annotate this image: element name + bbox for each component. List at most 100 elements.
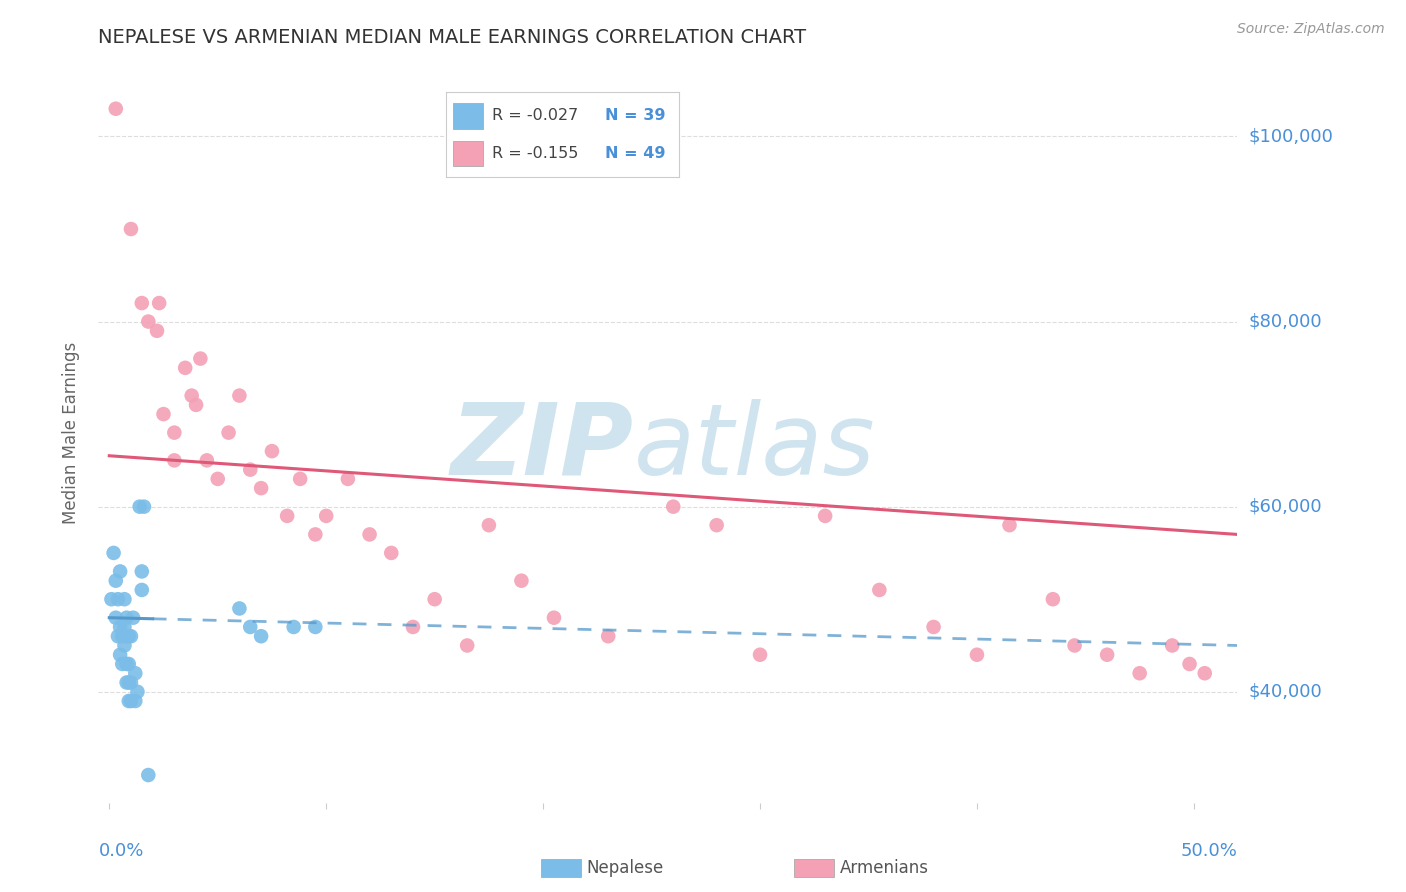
Point <box>190 351 212 366</box>
Point <box>218 425 240 440</box>
Point <box>814 508 837 523</box>
Text: 0.0%: 0.0% <box>98 842 143 860</box>
Point <box>132 500 155 514</box>
Point <box>118 694 141 708</box>
Point <box>124 694 146 708</box>
Point <box>868 582 890 597</box>
Point <box>127 685 149 699</box>
Point <box>163 425 186 440</box>
Point <box>111 629 134 643</box>
Y-axis label: Median Male Earnings: Median Male Earnings <box>62 342 80 524</box>
Point <box>131 582 153 597</box>
Point <box>276 508 298 523</box>
Text: N = 49: N = 49 <box>605 146 665 161</box>
Point <box>380 546 402 560</box>
Point <box>966 648 988 662</box>
Point <box>184 398 207 412</box>
Point <box>998 518 1021 533</box>
Point <box>120 694 142 708</box>
Point <box>122 610 145 624</box>
Point <box>107 592 129 607</box>
Point <box>1095 648 1118 662</box>
Text: $40,000: $40,000 <box>1249 682 1322 701</box>
Point <box>543 610 565 624</box>
Text: Source: ZipAtlas.com: Source: ZipAtlas.com <box>1237 22 1385 37</box>
Point <box>250 629 273 643</box>
Point <box>114 592 136 607</box>
Point <box>104 610 127 624</box>
Point <box>163 453 186 467</box>
Point <box>148 296 170 310</box>
Point <box>1194 666 1216 681</box>
Point <box>195 453 218 467</box>
Point <box>510 574 533 588</box>
Point <box>402 620 425 634</box>
Point <box>114 639 136 653</box>
Point <box>118 675 141 690</box>
Text: $60,000: $60,000 <box>1249 498 1322 516</box>
Point <box>1161 639 1184 653</box>
Point <box>107 629 129 643</box>
Point <box>103 546 125 560</box>
Text: Nepalese: Nepalese <box>586 859 664 877</box>
Point <box>131 565 153 579</box>
Point <box>108 620 131 634</box>
Point <box>118 657 141 671</box>
Point <box>115 657 138 671</box>
Point <box>228 388 250 402</box>
Point <box>922 620 945 634</box>
Point <box>423 592 446 607</box>
Point <box>104 102 127 116</box>
Point <box>115 610 138 624</box>
Text: $80,000: $80,000 <box>1249 312 1322 331</box>
Point <box>1042 592 1064 607</box>
Point <box>478 518 501 533</box>
Point <box>131 296 153 310</box>
Point <box>100 592 122 607</box>
Text: N = 39: N = 39 <box>605 109 665 123</box>
Point <box>146 324 169 338</box>
Point <box>115 675 138 690</box>
Point <box>111 657 134 671</box>
Text: ZIP: ZIP <box>451 399 634 496</box>
Point <box>662 500 685 514</box>
FancyBboxPatch shape <box>453 141 484 166</box>
Point <box>1129 666 1152 681</box>
Point <box>180 388 202 402</box>
FancyBboxPatch shape <box>453 103 484 128</box>
Text: $100,000: $100,000 <box>1249 128 1333 145</box>
Point <box>283 620 305 634</box>
Point <box>239 620 262 634</box>
Point <box>288 472 311 486</box>
Point <box>120 222 142 236</box>
Point <box>456 639 478 653</box>
Point <box>1063 639 1085 653</box>
Point <box>304 527 326 541</box>
Point <box>174 360 197 375</box>
Point <box>598 629 620 643</box>
Point <box>250 481 273 495</box>
Point <box>239 462 262 476</box>
Point <box>104 574 127 588</box>
Point <box>260 444 283 458</box>
Text: atlas: atlas <box>634 399 876 496</box>
Point <box>304 620 326 634</box>
Point <box>108 648 131 662</box>
Text: R = -0.027: R = -0.027 <box>492 109 579 123</box>
Point <box>336 472 359 486</box>
Text: NEPALESE VS ARMENIAN MEDIAN MALE EARNINGS CORRELATION CHART: NEPALESE VS ARMENIAN MEDIAN MALE EARNING… <box>98 28 807 47</box>
Point <box>120 629 142 643</box>
Point <box>108 565 131 579</box>
Point <box>136 768 159 782</box>
Point <box>114 620 136 634</box>
Point <box>749 648 772 662</box>
Point <box>359 527 381 541</box>
Point <box>1178 657 1201 671</box>
Point <box>115 629 138 643</box>
Point <box>118 629 141 643</box>
Text: R = -0.155: R = -0.155 <box>492 146 579 161</box>
Point <box>315 508 337 523</box>
Point <box>124 666 146 681</box>
Point <box>207 472 229 486</box>
Point <box>152 407 174 421</box>
